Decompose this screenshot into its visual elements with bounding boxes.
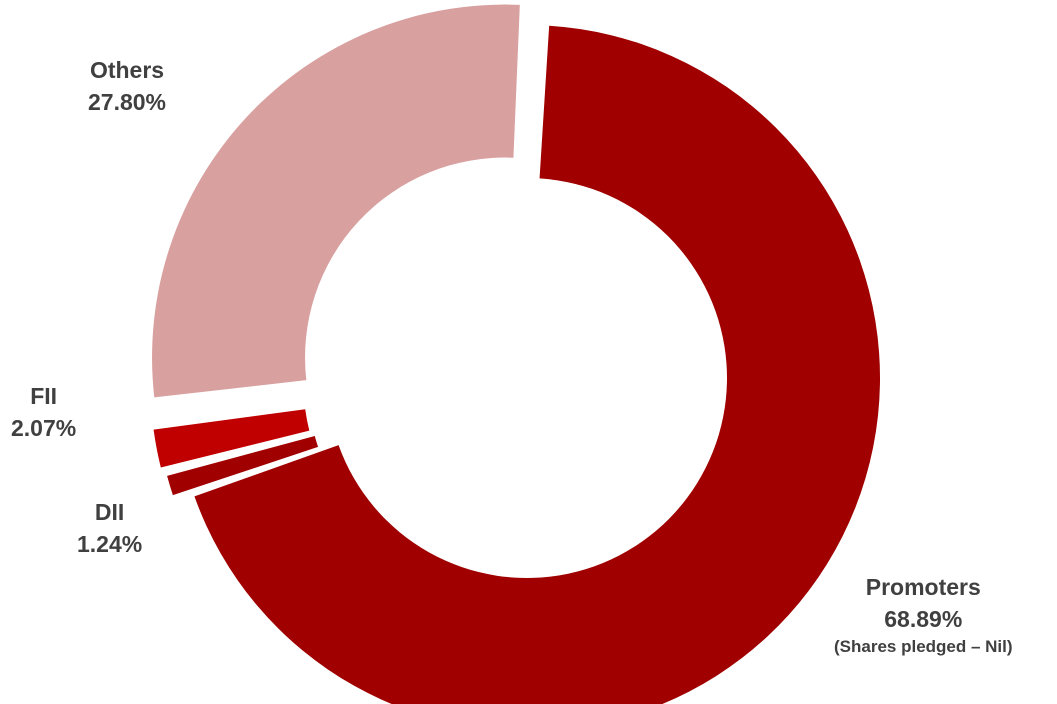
label-dii: DII 1.24%: [77, 497, 142, 560]
slice-others: [152, 4, 520, 398]
label-fii: FII 2.07%: [11, 381, 76, 444]
label-dii-name: DII: [94, 499, 125, 525]
slice-promoters: [194, 25, 880, 704]
label-promoters-note: (Shares pledged – Nil): [834, 637, 1013, 657]
label-fii-value: 2.07%: [11, 414, 77, 441]
slice-fii: [153, 409, 310, 468]
label-dii-value: 1.24%: [77, 530, 143, 557]
label-fii-name: FII: [30, 383, 58, 409]
label-others: Others 27.80%: [88, 55, 166, 118]
slice-dii: [167, 435, 319, 496]
label-promoters-name: Promoters: [865, 574, 981, 600]
label-others-name: Others: [89, 57, 165, 83]
label-promoters-value: 68.89%: [884, 605, 963, 632]
label-others-value: 27.80%: [88, 88, 167, 115]
label-promoters: Promoters 68.89% (Shares pledged – Nil): [834, 572, 1013, 659]
